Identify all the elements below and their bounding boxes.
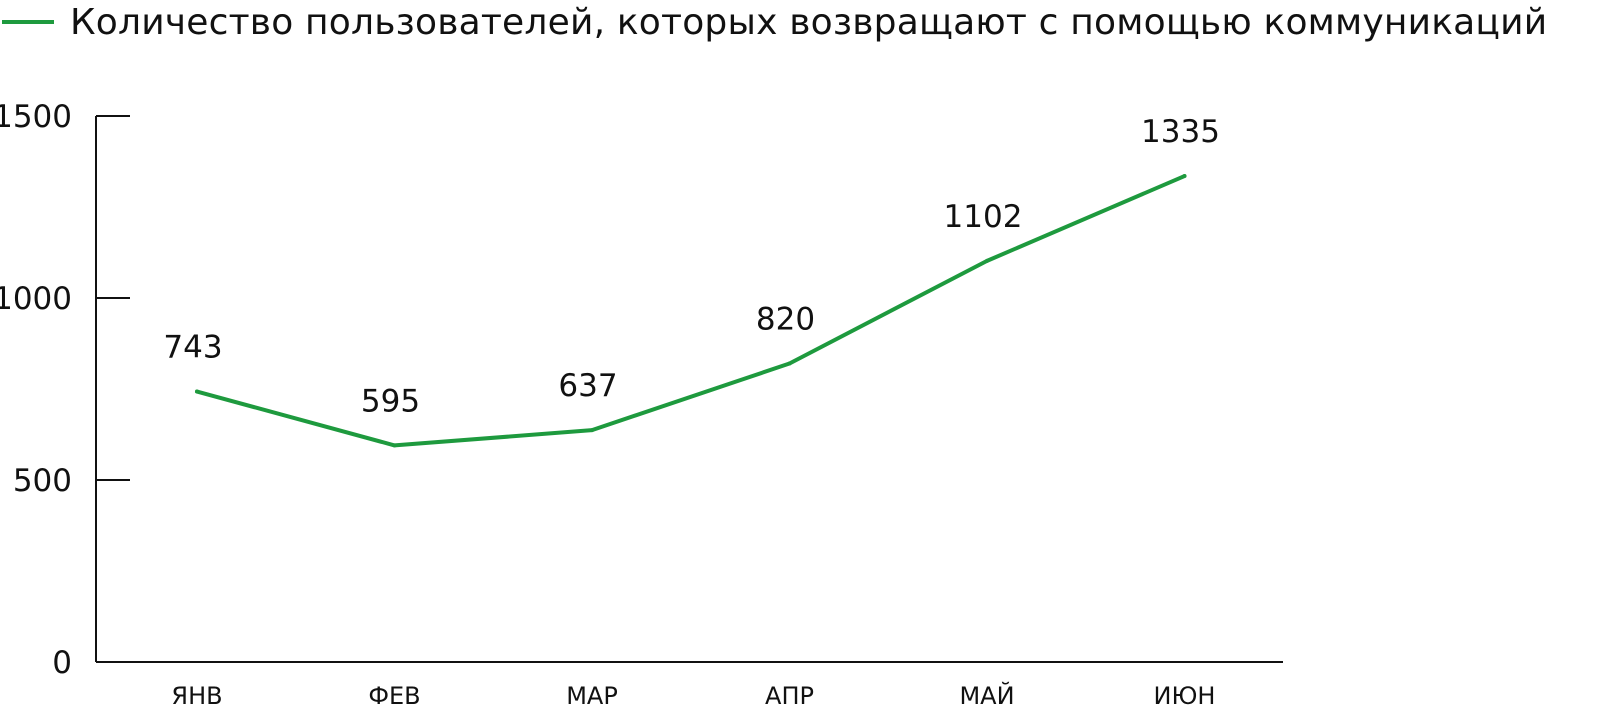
data-point: [1182, 174, 1187, 179]
legend-label: Количество пользователей, которых возвра…: [70, 1, 1548, 43]
data-point: [392, 443, 397, 448]
y-tick-label: 0: [52, 645, 72, 681]
data-point: [985, 258, 989, 263]
data-label: 595: [361, 383, 420, 419]
data-label: 820: [756, 302, 815, 338]
x-tick-label: ЯНВ: [171, 682, 222, 710]
x-tick-label: МАЙ: [959, 681, 1014, 710]
data-point: [195, 389, 199, 394]
y-tick-label: 500: [13, 463, 72, 499]
x-tick-label: МАР: [566, 682, 618, 710]
data-label: 637: [558, 368, 617, 404]
chart-legend: Количество пользователей, которых возвра…: [0, 0, 1547, 44]
x-tick-label: ИЮН: [1154, 682, 1216, 710]
x-tick-label: ФЕВ: [368, 682, 420, 710]
data-label: 1102: [944, 199, 1023, 235]
data-point: [590, 428, 594, 433]
data-point: [787, 361, 792, 366]
y-tick-label: 1500: [0, 99, 72, 135]
series-line: [195, 174, 1187, 448]
data-label: 743: [163, 330, 222, 366]
y-tick-label: 1000: [0, 281, 72, 317]
legend-swatch: [2, 20, 54, 24]
x-tick-label: АПР: [765, 682, 814, 710]
data-label: 1335: [1141, 114, 1220, 150]
